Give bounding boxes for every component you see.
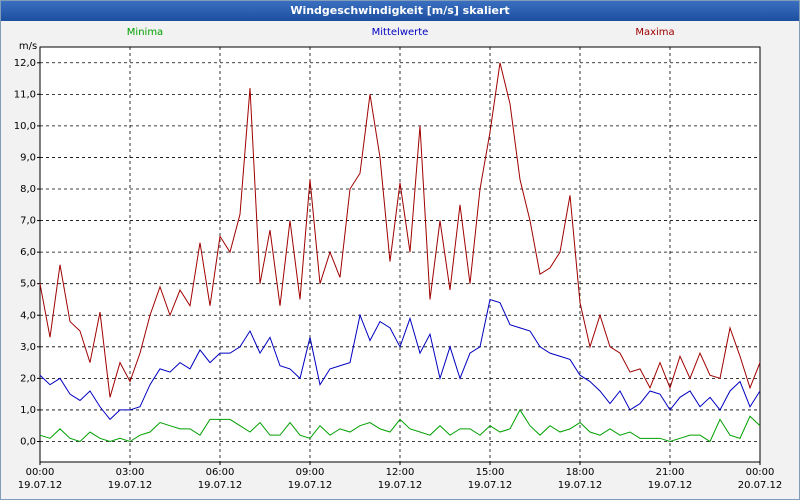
series-line xyxy=(39,62,761,398)
chart-title: Windgeschwindigkeit [m/s] skaliert xyxy=(1,1,799,21)
y-tick-label: 4,0 xyxy=(20,310,36,321)
x-tick-label: 03:00 19.07.12 xyxy=(107,467,153,491)
y-tick-label: 0,0 xyxy=(20,436,36,447)
x-tick-label: 21:00 19.07.12 xyxy=(647,467,693,491)
y-tick-label: 3,0 xyxy=(20,342,36,353)
series-line xyxy=(39,298,761,421)
legend-entry: Minima xyxy=(127,27,163,38)
x-tick-label: 15:00 19.07.12 xyxy=(467,467,513,491)
x-tick-label: 12:00 19.07.12 xyxy=(377,467,423,491)
y-tick-label: 8,0 xyxy=(20,184,36,195)
y-tick-label: 7,0 xyxy=(20,216,36,227)
x-tick-label: 09:00 19.07.12 xyxy=(287,467,333,491)
y-tick-label: 1,0 xyxy=(20,405,36,416)
plot-area xyxy=(39,46,761,463)
y-tick-label: 2,0 xyxy=(20,373,36,384)
series-line xyxy=(39,408,761,443)
y-tick-label: 9,0 xyxy=(20,152,36,163)
y-tick-label: 5,0 xyxy=(20,279,36,290)
x-tick-label: 06:00 19.07.12 xyxy=(197,467,243,491)
y-tick-label: 6,0 xyxy=(20,247,36,258)
y-tick-label: 12,0 xyxy=(14,58,36,69)
legend-entry: Mittelwerte xyxy=(372,27,429,38)
x-tick-label: 18:00 19.07.12 xyxy=(557,467,603,491)
x-tick-label: 00:00 19.07.12 xyxy=(17,467,63,491)
y-tick-label: 11,0 xyxy=(14,89,36,100)
x-tick-label: 00:00 20.07.12 xyxy=(737,467,783,491)
legend-entry: Maxima xyxy=(635,27,674,38)
y-axis-label: m/s xyxy=(19,41,37,52)
y-tick-label: 10,0 xyxy=(14,121,36,132)
